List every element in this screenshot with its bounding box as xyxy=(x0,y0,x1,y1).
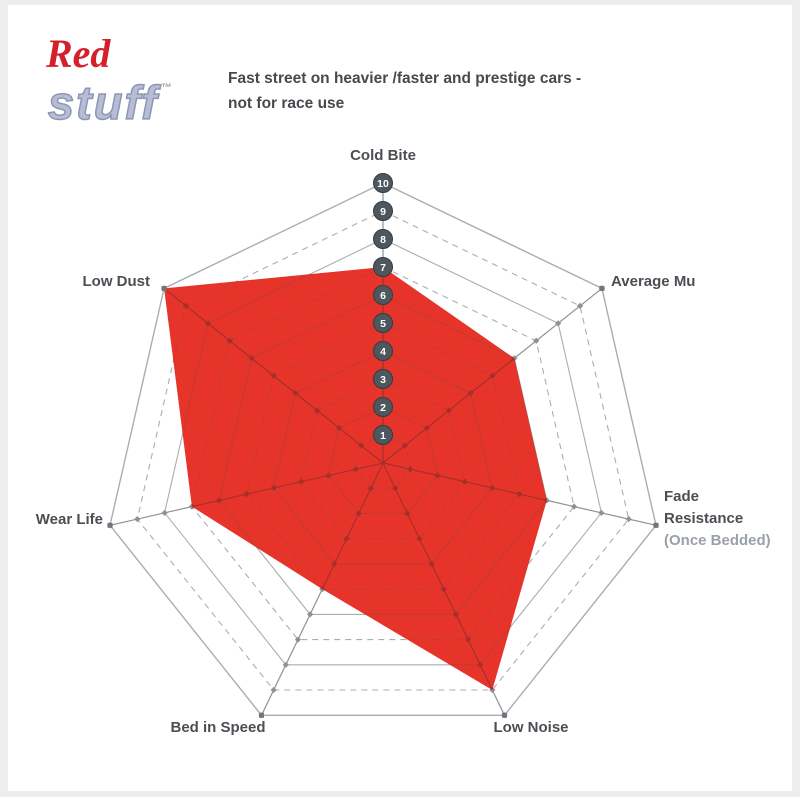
scale-marker-label: 2 xyxy=(380,402,386,414)
scale-marker-label: 7 xyxy=(380,262,386,274)
scale-marker-label: 6 xyxy=(380,290,386,302)
logo-word-stuff: stuff ™ xyxy=(47,76,172,129)
axis-label-bed-in-speed: Bed in Speed xyxy=(170,719,266,736)
spoke-tick xyxy=(477,661,484,668)
redstuff-logo: Red stuff ™ xyxy=(46,31,196,129)
radar-ring xyxy=(327,406,439,515)
spoke-tick xyxy=(598,509,605,516)
scale-marker-label: 1 xyxy=(380,430,386,442)
fade-resistance-sublabel: (Once Bedded) xyxy=(664,532,771,549)
spoke-tick xyxy=(325,472,332,479)
page-background: Red stuff ™ Fast street on heavier /faste… xyxy=(8,5,792,791)
spoke-tick xyxy=(270,372,277,379)
spoke-tick xyxy=(343,535,350,542)
spoke-tick xyxy=(270,484,277,492)
spoke-tick xyxy=(294,636,302,643)
spoke-tick xyxy=(331,560,338,568)
axis-end-marker xyxy=(653,522,659,528)
spoke-tick xyxy=(445,407,452,414)
spoke-tick xyxy=(625,515,632,523)
description-line-1: Fast street on heavier /faster and prest… xyxy=(228,70,582,87)
spoke-tick xyxy=(367,485,374,492)
axis-end-marker xyxy=(161,285,167,291)
spoke-tick xyxy=(357,442,365,449)
scale-marker-circle xyxy=(373,341,393,361)
scale-marker-label: 3 xyxy=(380,374,386,386)
spoke-tick xyxy=(434,472,441,479)
spoke-tick xyxy=(352,466,359,473)
radar-ring xyxy=(300,378,466,540)
spoke-tick xyxy=(407,466,414,473)
scale-marker-circle xyxy=(373,229,393,249)
axis-label-cold-bite: Cold Bite xyxy=(350,147,416,164)
scale-marker-label: 8 xyxy=(380,234,386,246)
spoke-tick xyxy=(489,484,496,492)
spoke-tick xyxy=(516,491,523,498)
radar-ring xyxy=(109,182,657,716)
spoke-tick xyxy=(461,478,469,485)
axis-end-marker xyxy=(501,712,507,718)
description-line-2: not for race use xyxy=(228,95,345,112)
axis-label-average-mu: Average Mu xyxy=(611,273,696,290)
scale-marker-circle xyxy=(373,201,393,221)
radar-ring xyxy=(273,350,493,565)
data-polygon-redstuff xyxy=(164,267,547,690)
scale-marker-circle xyxy=(373,369,393,389)
spoke-tick xyxy=(297,478,305,485)
axis-label-low-dust: Low Dust xyxy=(82,273,151,290)
scale-marker-label: 9 xyxy=(380,206,386,218)
axis-label-wear-life: Wear Life xyxy=(35,511,103,528)
scale-marker-label: 5 xyxy=(380,318,386,330)
spoke-tick xyxy=(314,407,321,414)
spoke-tick xyxy=(467,390,474,397)
radar-chart: 1 2 3 4 5 6 7 8 9 10 xyxy=(106,173,660,719)
axis-end-marker xyxy=(599,285,605,291)
scale-marker-circle xyxy=(373,397,393,417)
radar-ring xyxy=(245,322,521,590)
logo-word-red: Red xyxy=(46,31,111,76)
scale-marker-circle xyxy=(373,313,393,333)
axis-label-fade-resistance: Fade Resistance (Once Bedded) xyxy=(664,486,782,552)
scale-marker-label: 10 xyxy=(377,178,389,190)
spoke-tick xyxy=(392,485,399,492)
spoke-tick xyxy=(292,390,299,397)
scale-marker-circle xyxy=(373,173,393,193)
trademark-symbol: ™ xyxy=(160,82,172,94)
page-edge-top xyxy=(0,0,800,5)
scale-marker-circle xyxy=(373,257,393,277)
spoke-tick xyxy=(401,442,409,449)
axis-end-marker xyxy=(107,522,113,528)
radar-ring xyxy=(136,210,630,691)
spoke-tick xyxy=(336,424,343,432)
spoke-tick xyxy=(533,337,540,344)
spoke-tick xyxy=(134,515,141,523)
page-edge-bottom xyxy=(0,791,800,797)
scale-marker-circle xyxy=(373,285,393,305)
axis-end-marker xyxy=(259,712,265,718)
axis-label-low-noise: Low Noise xyxy=(493,719,569,736)
page-edge-left xyxy=(0,0,8,797)
page-edge-right xyxy=(792,0,800,797)
chart-description: Fast street on heavier /faster and prest… xyxy=(228,66,581,116)
spoke-tick xyxy=(270,686,277,694)
spoke-tick xyxy=(423,424,430,432)
scale-marker-label: 4 xyxy=(380,346,386,358)
spoke-tick xyxy=(489,372,496,379)
spoke-tick xyxy=(306,611,314,618)
fade-resistance-main: Fade Resistance xyxy=(664,488,744,527)
scale-marker-circle xyxy=(373,425,393,445)
